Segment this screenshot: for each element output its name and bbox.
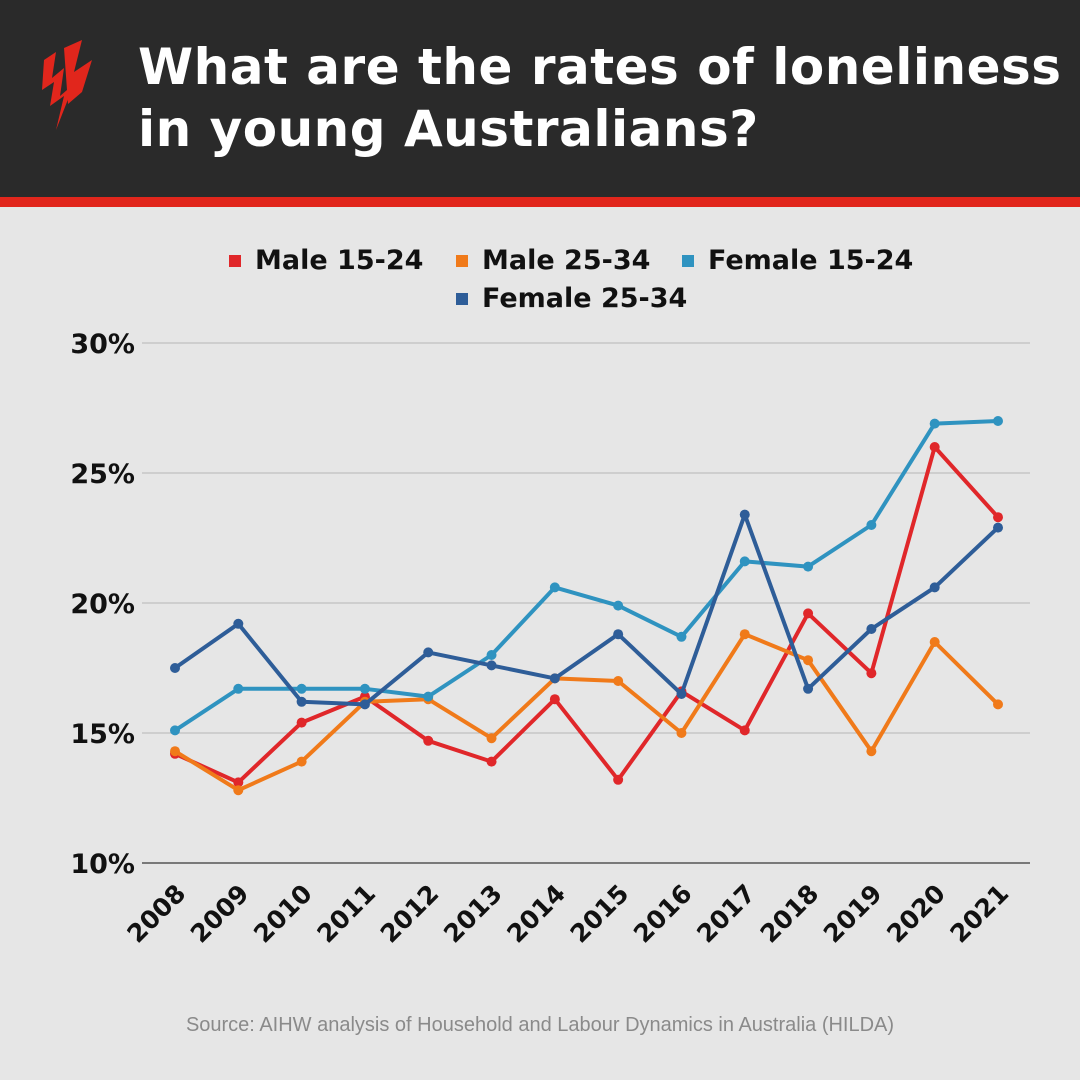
- data-point: [296, 683, 307, 694]
- legend-swatch: [456, 292, 468, 305]
- x-tick-label: 2020: [881, 879, 951, 949]
- legend-label: Female 25-34: [482, 283, 688, 314]
- sbs-logo: [42, 40, 92, 130]
- x-tick-label: 2014: [501, 879, 571, 949]
- data-point: [866, 520, 877, 530]
- data-point: [676, 631, 687, 642]
- data-point: [170, 725, 180, 736]
- data-point: [803, 561, 814, 572]
- series-line-female-25-34: [173, 512, 1000, 707]
- data-point: [613, 600, 624, 611]
- data-point: [803, 608, 814, 619]
- y-tick-label: 30%: [70, 329, 135, 360]
- data-point: [233, 785, 244, 796]
- data-point: [993, 522, 1003, 533]
- y-tick-label: 15%: [70, 719, 135, 750]
- x-tick-label: 2018: [755, 879, 825, 949]
- x-tick-label: 2017: [691, 879, 761, 949]
- data-point: [233, 683, 244, 694]
- data-point: [486, 733, 497, 744]
- legend-item-male-25-34: Male 25-34: [456, 245, 650, 276]
- data-point: [613, 629, 624, 640]
- legend-label: Female 15-24: [708, 245, 914, 276]
- legend-swatch: [456, 254, 468, 267]
- data-point: [233, 618, 244, 629]
- data-point: [233, 777, 244, 788]
- line-chart: 10%15%20%25%30%2008200920102011201220132…: [70, 329, 1030, 949]
- series-line-female-15-24: [173, 419, 999, 733]
- data-point: [170, 663, 180, 673]
- data-point: [739, 556, 750, 567]
- data-point: [929, 442, 940, 452]
- legend-swatch: [229, 254, 241, 267]
- header-accent-stripe: [0, 197, 1080, 207]
- y-tick-label: 10%: [70, 849, 135, 880]
- data-point: [929, 637, 940, 647]
- data-point: [676, 689, 687, 699]
- legend-item-female-25-34: Female 25-34: [456, 283, 687, 314]
- data-point: [613, 676, 624, 686]
- data-point: [486, 756, 497, 767]
- data-point: [359, 683, 370, 694]
- data-point: [676, 728, 687, 738]
- data-point: [739, 725, 750, 736]
- x-tick-label: 2012: [375, 879, 445, 949]
- data-point: [993, 699, 1003, 710]
- page-title: What are the rates of loneliness in youn…: [138, 38, 1062, 158]
- y-tick-label: 20%: [70, 589, 135, 620]
- data-point: [359, 699, 370, 710]
- y-tick-label: 25%: [70, 459, 135, 490]
- data-point: [549, 694, 560, 705]
- data-point: [549, 582, 560, 593]
- legend-swatch: [682, 254, 694, 267]
- data-point: [170, 746, 180, 757]
- data-point: [486, 650, 497, 660]
- x-tick-label: 2016: [628, 879, 698, 949]
- data-point: [993, 416, 1003, 426]
- data-point: [423, 735, 434, 746]
- legend-label: Male 25-34: [482, 245, 651, 276]
- data-point: [866, 624, 877, 634]
- data-point: [613, 774, 624, 785]
- data-point: [803, 655, 814, 666]
- data-point: [423, 647, 434, 658]
- legend-item-male-15-24: Male 15-24: [229, 245, 423, 276]
- data-point: [803, 683, 814, 694]
- x-tick-label: 2011: [311, 879, 381, 949]
- source-note: Source: AIHW analysis of Household and L…: [185, 1014, 895, 1036]
- data-point: [929, 418, 940, 429]
- series-line-male-15-24: [174, 445, 1000, 785]
- x-tick-label: 2010: [248, 879, 318, 949]
- legend-item-female-15-24: Female 15-24: [682, 245, 913, 276]
- data-point: [739, 509, 750, 520]
- data-point: [549, 673, 560, 684]
- header: [0, 0, 1080, 197]
- data-point: [296, 756, 307, 767]
- x-tick-label: 2015: [565, 879, 635, 949]
- data-point: [486, 660, 497, 671]
- legend-label: Male 15-24: [255, 245, 424, 276]
- x-tick-label: 2013: [438, 879, 508, 949]
- x-tick-label: 2009: [185, 879, 255, 949]
- x-tick-label: 2019: [818, 879, 888, 949]
- x-tick-label: 2021: [945, 879, 1015, 949]
- series-line-male-25-34: [173, 632, 1000, 793]
- data-point: [866, 668, 877, 679]
- data-point: [296, 717, 307, 728]
- data-point: [929, 582, 940, 593]
- data-point: [739, 629, 750, 640]
- data-point: [866, 746, 877, 757]
- data-point: [296, 696, 307, 707]
- data-point: [993, 512, 1003, 523]
- x-tick-label: 2008: [122, 879, 192, 949]
- data-point: [423, 691, 434, 702]
